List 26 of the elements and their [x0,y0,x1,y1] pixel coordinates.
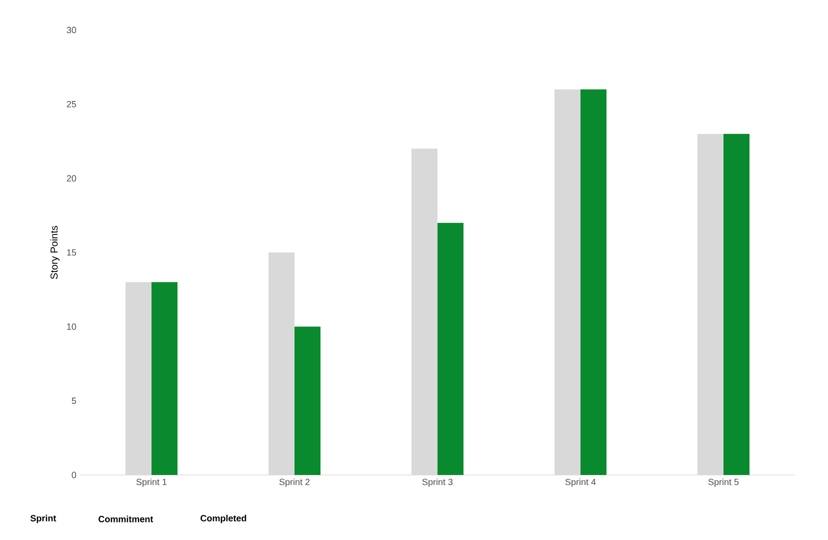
y-tick-label: 10 [67,323,76,330]
bar [580,89,606,475]
x-tick-label: Sprint 4 [565,478,596,487]
bar [554,89,580,475]
x-tick-label: Sprint 5 [708,478,739,487]
text: Completed [200,514,246,524]
y-tick-label: 0 [72,472,76,478]
x-tick-label: Sprint 3 [422,478,453,487]
bar [126,282,152,475]
text: Sprint [30,514,56,524]
bar [723,134,750,475]
y-axis-title: Story Points [50,226,60,279]
x-tick-label: Sprint 2 [279,478,310,487]
bar [268,252,295,475]
y-tick-label: 20 [66,175,76,182]
bar [697,134,724,475]
bar [294,326,321,475]
y-tick-label: 15 [67,249,76,256]
y-tick-label: 5 [72,398,76,404]
bar [438,222,464,475]
bar [152,282,178,475]
text: Commitment [98,516,154,522]
y-tick-label: 30 [66,26,76,34]
y-tick-label: 25 [66,100,76,108]
x-tick-label: Sprint 1 [136,478,167,487]
bar [412,148,438,475]
